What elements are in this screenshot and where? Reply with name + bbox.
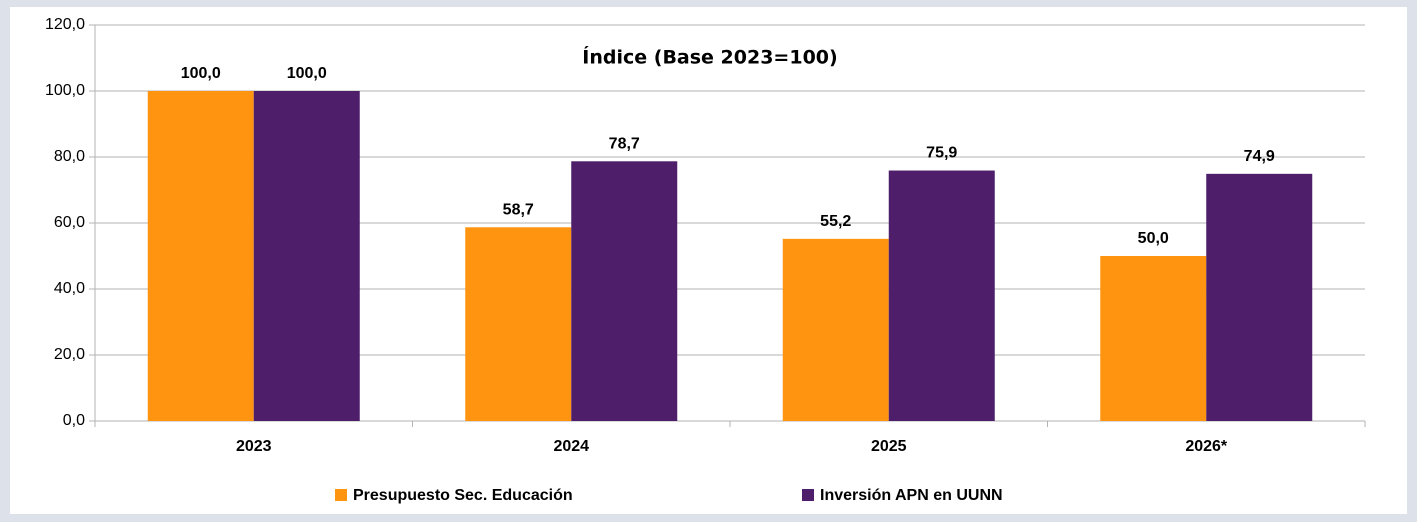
x-tick-label: 2026* <box>1185 438 1228 455</box>
y-tick-label: 80,0 <box>54 148 85 165</box>
bar <box>465 227 572 421</box>
value-label: 58,7 <box>503 202 534 219</box>
y-tick-label: 20,0 <box>54 346 85 363</box>
bar <box>1206 173 1313 421</box>
x-tick-label: 2024 <box>553 438 589 455</box>
legend-label: Inversión APN en UUNN <box>820 487 1003 504</box>
bar <box>888 170 995 421</box>
y-tick-label: 40,0 <box>54 280 85 297</box>
value-label: 75,9 <box>926 145 957 162</box>
y-tick-label: 60,0 <box>54 214 85 231</box>
bar <box>147 91 254 421</box>
y-tick-label: 100,0 <box>45 82 85 99</box>
x-tick-label: 2025 <box>871 438 907 455</box>
bar <box>253 91 360 421</box>
y-tick-label: 120,0 <box>45 16 85 33</box>
value-label: 74,9 <box>1244 148 1275 165</box>
legend-swatch <box>802 489 814 501</box>
legend-swatch <box>335 489 347 501</box>
x-tick-label: 2023 <box>236 438 272 455</box>
value-label: 100,0 <box>287 65 327 82</box>
value-label: 78,7 <box>609 136 640 153</box>
y-tick-label: 0,0 <box>63 412 85 429</box>
value-label: 50,0 <box>1138 230 1169 247</box>
bar <box>1100 256 1207 421</box>
bar <box>782 238 889 421</box>
value-label: 55,2 <box>820 213 851 230</box>
bar <box>571 161 678 422</box>
chart-title: Índice (Base 2023=100) <box>582 46 837 69</box>
value-label: 100,0 <box>181 65 221 82</box>
legend-label: Presupuesto Sec. Educación <box>353 487 573 504</box>
